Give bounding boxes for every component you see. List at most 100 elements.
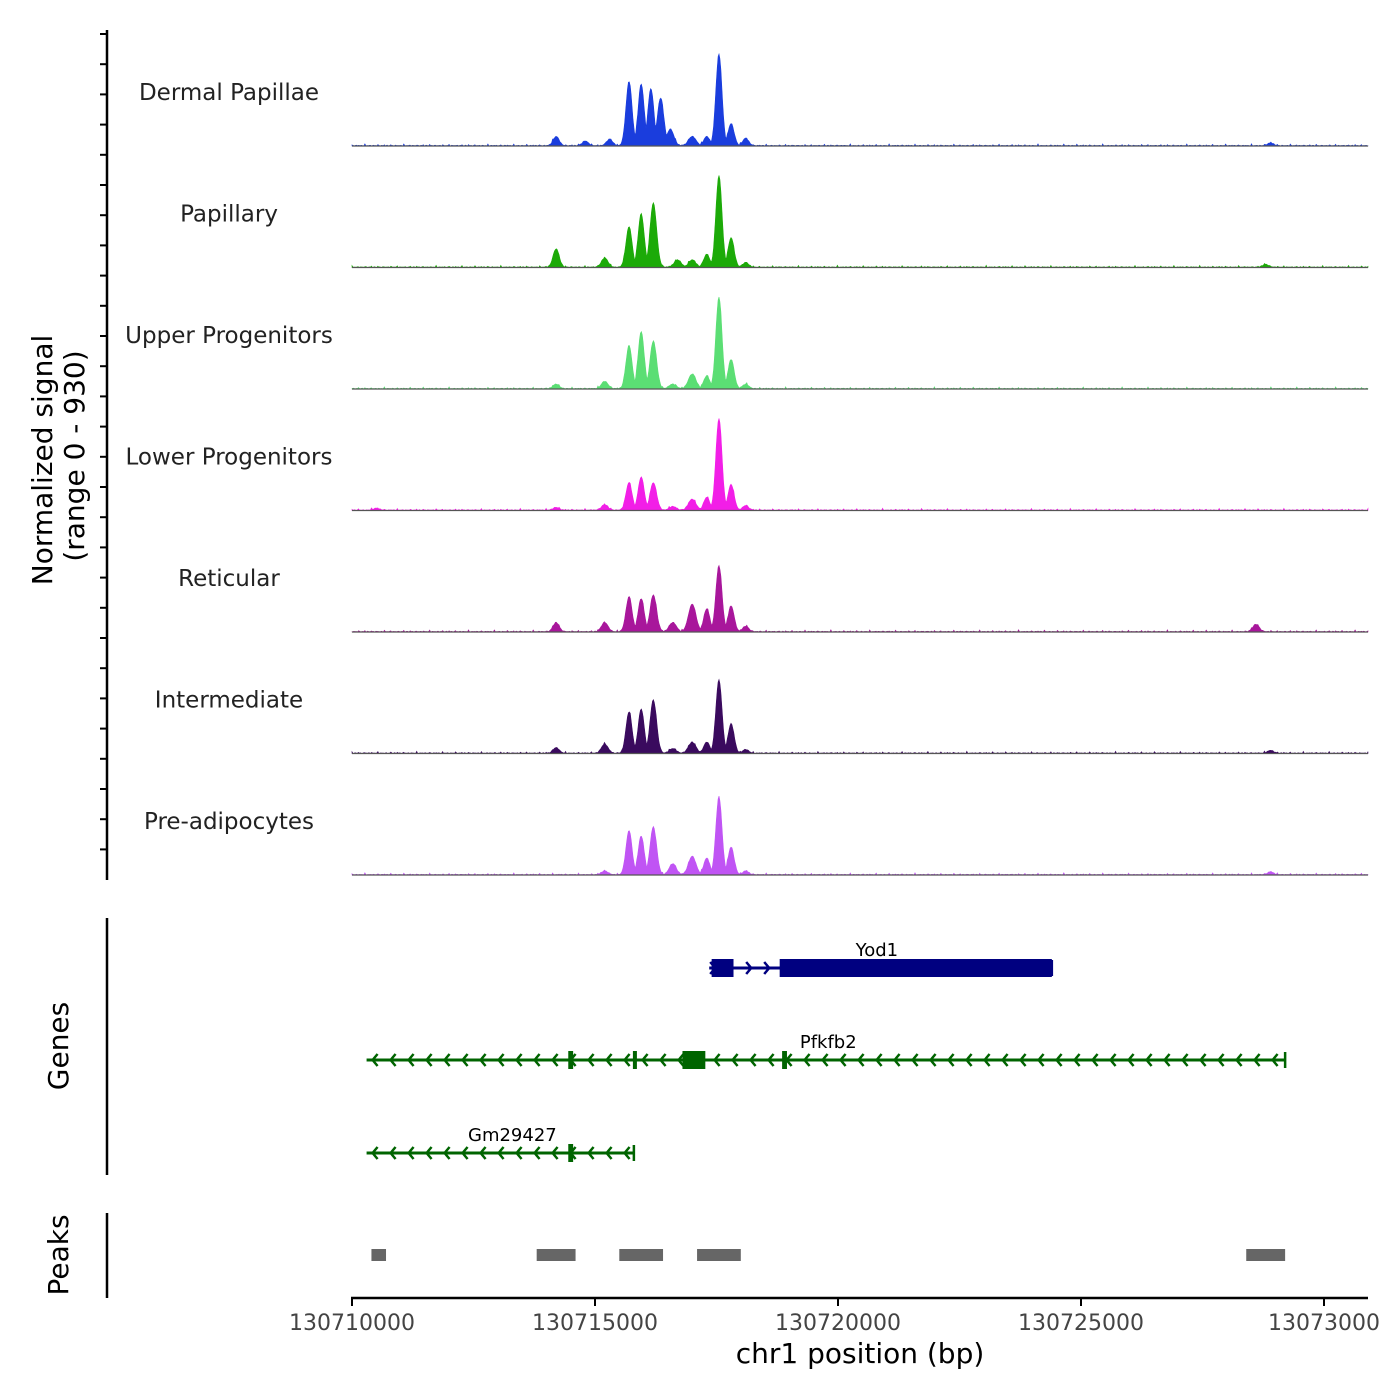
strand-arrow (1216, 1053, 1225, 1067)
gene-exon (632, 1051, 637, 1069)
strand-arrow (1090, 1053, 1099, 1067)
gene-gm29427: Gm29427 (366, 1125, 636, 1162)
peak-region (619, 1249, 664, 1261)
strand-arrow (1036, 1053, 1045, 1067)
strand-arrow (370, 1146, 379, 1160)
gene-exon (568, 1144, 574, 1162)
coverage-area (351, 564, 1369, 633)
gene-exon (682, 1051, 706, 1069)
strand-arrow (496, 1146, 505, 1160)
strand-arrow (748, 1053, 757, 1067)
peaks-axis-label: Peaks (42, 1214, 75, 1295)
strand-arrow (1198, 1053, 1207, 1067)
strand-arrow (406, 1146, 415, 1160)
peak-region (1246, 1249, 1286, 1261)
track-intermediate: Intermediate (155, 678, 1369, 755)
strand-arrow (514, 1053, 523, 1067)
strand-arrow (1108, 1053, 1117, 1067)
strand-arrow (1000, 1053, 1009, 1067)
strand-arrow (442, 1146, 451, 1160)
gene-label: Yod1 (855, 940, 899, 961)
strand-arrow (388, 1053, 397, 1067)
strand-arrow (478, 1146, 487, 1160)
x-tick-label: 130710000 (289, 1311, 415, 1336)
coverage-area (351, 796, 1369, 876)
gene-yod1: Yod1 (709, 940, 1054, 977)
strand-arrow (1180, 1053, 1189, 1067)
gene-pfkfb2: Pfkfb2 (366, 1032, 1287, 1069)
strand-arrow (874, 1053, 883, 1067)
coverage-area (351, 418, 1369, 511)
strand-arrow (532, 1146, 541, 1160)
strand-arrow (640, 1053, 649, 1067)
gene-label: Gm29427 (468, 1125, 557, 1146)
track-pre-adipocytes: Pre-adipocytes (144, 796, 1369, 876)
strand-arrow (496, 1053, 505, 1067)
strand-arrow (406, 1053, 415, 1067)
x-axis-label: chr1 position (bp) (736, 1337, 985, 1370)
strand-arrow (478, 1053, 487, 1067)
genes-layer: Yod1 Pfkfb2 Gm29427 (366, 940, 1287, 1162)
strand-arrow (946, 1053, 955, 1067)
peak-region (536, 1249, 576, 1261)
track-label: Dermal Papillae (139, 80, 319, 106)
strand-arrow (838, 1053, 847, 1067)
y-axis-range-label: (range 0 - 930) (58, 350, 91, 561)
coverage-area (351, 52, 1369, 147)
coverage-area (351, 296, 1369, 390)
gene-exon (568, 1051, 574, 1069)
strand-arrow (388, 1146, 397, 1160)
strand-arrow (766, 1053, 775, 1067)
track-lower-progenitors: Lower Progenitors (126, 418, 1369, 512)
track-label: Reticular (178, 566, 280, 592)
strand-arrow (622, 1053, 631, 1067)
strand-arrow (460, 1053, 469, 1067)
y-axis-label: Normalized signal (26, 335, 59, 586)
strand-arrow (550, 1053, 559, 1067)
gene-exon (779, 959, 1052, 977)
track-label: Lower Progenitors (126, 445, 333, 471)
peaks-layer (371, 1249, 1286, 1261)
strand-arrow (1144, 1053, 1153, 1067)
strand-arrow (604, 1146, 613, 1160)
track-label: Papillary (180, 202, 278, 228)
tracks-layer: Dermal Papillae Papillary Upper Progenitor… (125, 52, 1369, 876)
strand-arrow (730, 1053, 739, 1067)
strand-arrow (1252, 1053, 1261, 1067)
strand-arrow (586, 1053, 595, 1067)
coverage-area (351, 175, 1369, 268)
x-tick-label: 13073000 (1268, 1311, 1380, 1336)
track-papillary: Papillary (180, 175, 1369, 269)
strand-arrow (1234, 1053, 1243, 1067)
strand-arrow (1018, 1053, 1027, 1067)
strand-arrow (658, 1053, 667, 1067)
strand-arrow (910, 1053, 919, 1067)
gene-label: Pfkfb2 (800, 1032, 857, 1053)
track-reticular: Reticular (178, 564, 1369, 633)
strand-arrow (856, 1053, 865, 1067)
strand-arrow (424, 1146, 433, 1160)
x-tick-label: 130725000 (1018, 1311, 1144, 1336)
track-label: Pre-adipocytes (144, 809, 314, 835)
strand-arrow (676, 1053, 685, 1067)
strand-arrow (982, 1053, 991, 1067)
track-dermal-papillae: Dermal Papillae (139, 52, 1369, 147)
x-tick-label: 130720000 (775, 1311, 901, 1336)
strand-arrow (532, 1053, 541, 1067)
strand-arrow (820, 1053, 829, 1067)
strand-arrow (745, 961, 753, 975)
strand-arrow (460, 1146, 469, 1160)
strand-arrow (763, 961, 771, 975)
track-upper-progenitors: Upper Progenitors (125, 296, 1369, 390)
strand-arrow (1270, 1053, 1279, 1067)
strand-arrow (370, 1053, 379, 1067)
strand-arrow (892, 1053, 901, 1067)
strand-arrow (424, 1053, 433, 1067)
strand-arrow (442, 1053, 451, 1067)
strand-arrow (604, 1053, 613, 1067)
strand-arrow (514, 1146, 523, 1160)
strand-arrow (964, 1053, 973, 1067)
peak-region (697, 1249, 741, 1261)
strand-arrow (1072, 1053, 1081, 1067)
strand-arrow (712, 1053, 721, 1067)
